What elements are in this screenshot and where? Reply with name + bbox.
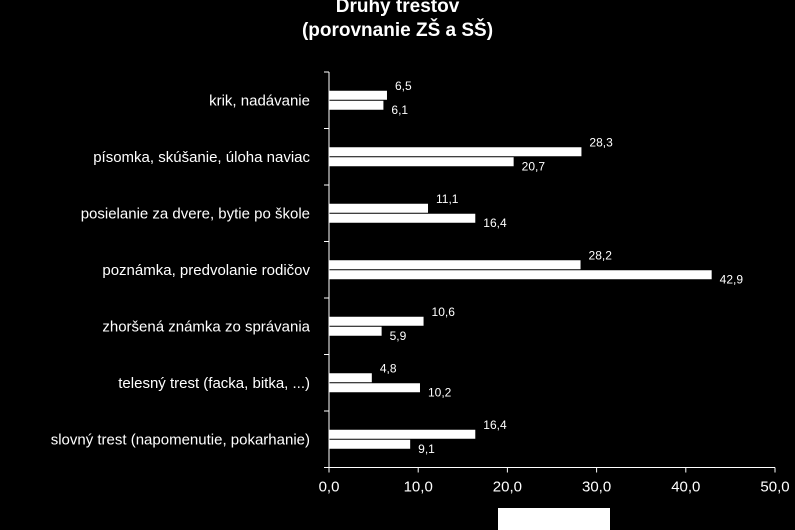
bar-series-2 bbox=[329, 383, 420, 393]
category-label: písomka, skúšanie, úloha naviac bbox=[93, 149, 310, 166]
legend-box bbox=[498, 508, 610, 530]
category-label: posielanie za dvere, bytie po škole bbox=[81, 205, 310, 222]
value-label: 20,7 bbox=[522, 159, 546, 173]
value-label: 5,9 bbox=[390, 329, 407, 343]
x-tick-label: 10,0 bbox=[404, 479, 433, 496]
value-label: 10,6 bbox=[432, 305, 456, 319]
category-label: krik, nadávanie bbox=[209, 92, 310, 109]
chart-subtitle: (porovnanie ZŠ a SŠ) bbox=[301, 20, 494, 41]
category-label: zhoršená známka zo správania bbox=[102, 318, 310, 335]
category-label: poznámka, predvolanie rodičov bbox=[102, 262, 310, 279]
x-tick-label: 50,0 bbox=[760, 479, 789, 496]
x-tick-label: 0,0 bbox=[319, 479, 340, 496]
value-label: 6,1 bbox=[391, 103, 408, 117]
value-label: 10,2 bbox=[428, 385, 452, 399]
bar-series-2 bbox=[329, 439, 411, 449]
chart-title: Druhy trestov bbox=[335, 0, 460, 17]
category-label: telesný trest (facka, bitka, ...) bbox=[118, 375, 310, 392]
value-label: 42,9 bbox=[720, 272, 744, 286]
value-label: 9,1 bbox=[418, 442, 435, 456]
x-tick-label: 20,0 bbox=[493, 479, 522, 496]
bar-series-1 bbox=[329, 90, 387, 100]
value-label: 6,5 bbox=[395, 79, 412, 93]
bar-series-1 bbox=[329, 429, 476, 439]
category-label: slovný trest (napomenutie, pokarhanie) bbox=[51, 431, 310, 448]
value-label: 28,2 bbox=[589, 248, 613, 262]
bar-series-1 bbox=[329, 260, 581, 270]
bar-series-2 bbox=[329, 213, 476, 223]
value-label: 28,3 bbox=[589, 135, 613, 149]
value-label: 11,1 bbox=[436, 192, 459, 206]
x-tick-label: 40,0 bbox=[671, 479, 700, 496]
x-tick-label: 30,0 bbox=[582, 479, 611, 496]
value-label: 4,8 bbox=[380, 361, 397, 375]
bar-series-1 bbox=[329, 316, 424, 326]
bar-series-2 bbox=[329, 157, 514, 167]
bar-series-2 bbox=[329, 270, 712, 280]
value-label: 16,4 bbox=[483, 216, 507, 230]
bar-series-2 bbox=[329, 326, 382, 336]
bar-series-2 bbox=[329, 100, 384, 110]
bar-series-1 bbox=[329, 147, 582, 157]
bar-series-1 bbox=[329, 373, 372, 383]
bar-series-1 bbox=[329, 203, 429, 213]
value-label: 16,4 bbox=[483, 418, 507, 432]
